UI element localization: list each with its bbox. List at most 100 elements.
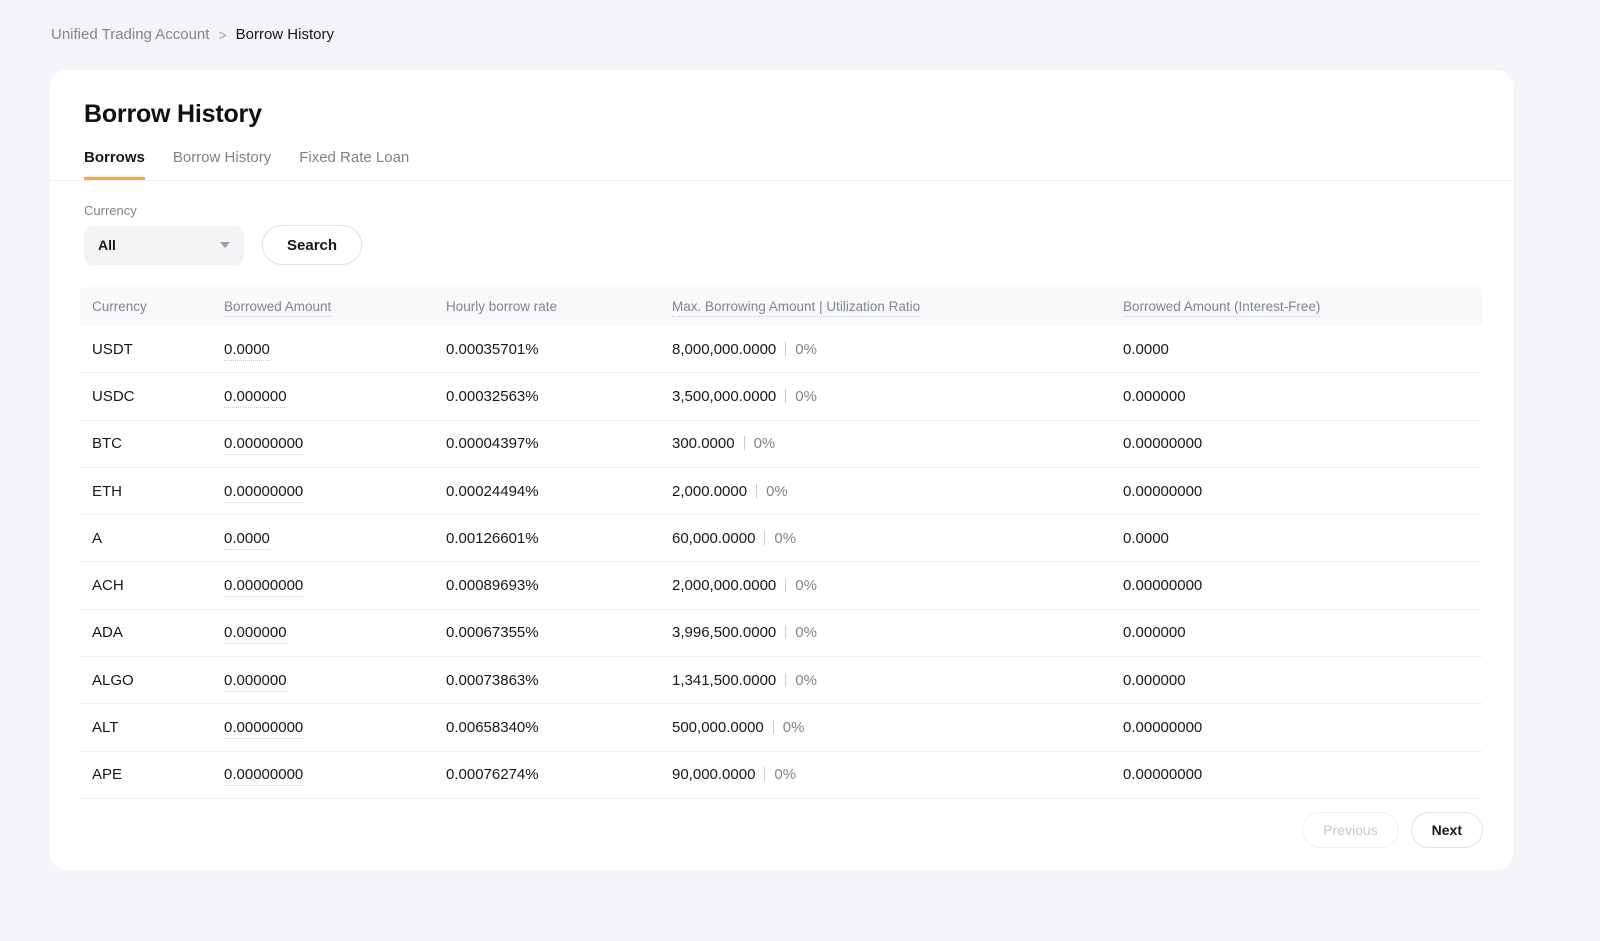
cell-max-borrowing-amount: 500,000.0000 0% [672, 719, 805, 737]
cell-interest-free-amount: 0.00000000 [1123, 435, 1203, 453]
page-title: Borrow History [84, 100, 262, 128]
divider [785, 341, 787, 356]
cell-borrowed-amount: 0.000000 [224, 671, 446, 692]
cell-max-borrowing-amount: 300.0000 0% [672, 435, 776, 453]
table-row: BTC 0.00000000 0.00004397% 300.0000 0% 0.0000… [80, 421, 1483, 468]
pagination: Previous Next [1302, 812, 1483, 848]
table-row: ALGO 0.000000 0.00073863% 1,341,500.0000 0% 0… [80, 657, 1483, 705]
cell-max-borrowing-amount: 2,000,000.0000 0% [672, 577, 817, 595]
utilization-ratio: 0% [795, 340, 817, 358]
table-row: APE 0.00000000 0.00076274% 90,000.0000 0% 0.0… [80, 752, 1483, 799]
divider [785, 388, 787, 403]
cell-interest-free-amount: 0.0000 [1123, 529, 1169, 547]
utilization-ratio: 0% [795, 624, 817, 642]
cell-borrowed-amount: 0.00000000 [224, 719, 446, 740]
column-header: Currency [92, 299, 147, 314]
divider [785, 625, 787, 640]
column-header: Borrowed Amount [224, 299, 446, 317]
column-header: Hourly borrow rate [446, 299, 558, 314]
utilization-ratio: 0% [795, 387, 817, 405]
divider [756, 483, 758, 498]
tab-borrows[interactable]: Borrows [84, 149, 145, 180]
cell-borrowed-amount: 0.00000000 [224, 435, 446, 456]
divider [743, 436, 745, 451]
utilization-ratio: 0% [753, 435, 776, 453]
tab-borrow-history[interactable]: Borrow History [172, 149, 272, 166]
breadcrumb-current: Borrow History [235, 26, 334, 43]
tab-fixed-rate-loan[interactable]: Fixed Rate Loan [299, 149, 410, 166]
chevron-down-icon [220, 242, 230, 248]
cell-currency: BTC [92, 435, 122, 453]
divider [772, 720, 774, 735]
cell-currency: USDT [92, 340, 133, 358]
divider [785, 578, 787, 593]
table-row: ADA 0.000000 0.00067355% 3,996,500.0000 0% 0.… [80, 610, 1483, 658]
cell-max-borrowing-amount: 3,996,500.0000 0% [672, 624, 817, 642]
breadcrumb-parent-link[interactable]: Unified Trading Account [51, 26, 210, 43]
cell-currency: ALT [92, 719, 119, 737]
cell-currency: APE [92, 766, 123, 784]
next-page-button[interactable]: Next [1410, 812, 1483, 848]
cell-hourly-borrow-rate: 0.00032563% [446, 387, 539, 405]
utilization-ratio: 0% [774, 529, 797, 547]
cell-interest-free-amount: 0.000000 [1123, 624, 1186, 642]
cell-hourly-borrow-rate: 0.00126601% [446, 529, 539, 547]
cell-interest-free-amount: 0.00000000 [1123, 482, 1203, 500]
search-button[interactable]: Search [262, 225, 363, 265]
table-header: Currency Borrowed Amount Hourly borrow rat… [80, 287, 1483, 326]
utilization-ratio: 0% [795, 577, 817, 595]
cell-borrowed-amount: 0.000000 [224, 624, 446, 645]
cell-hourly-borrow-rate: 0.00035701% [446, 340, 539, 358]
utilization-ratio: 0% [782, 719, 805, 737]
table-row: ACH 0.00000000 0.00089693% 2,000,000.0000 0%… [80, 562, 1483, 610]
divider [764, 767, 766, 782]
cell-currency: ADA [92, 624, 123, 642]
cell-interest-free-amount: 0.00000000 [1123, 766, 1203, 784]
cell-borrowed-amount: 0.00000000 [224, 577, 446, 598]
cell-borrowed-amount: 0.00000000 [224, 766, 446, 787]
cell-max-borrowing-amount: 2,000.0000 0% [672, 482, 788, 500]
utilization-ratio: 0% [795, 671, 817, 689]
table-row: USDT 0.0000 0.00035701% 8,000,000.0000 0% 0.0… [80, 326, 1483, 374]
table-row: A 0.0000 0.00126601% 60,000.0000 0% 0.0000 [80, 515, 1483, 563]
filters-section: Currency All Search [50, 181, 1513, 265]
cell-max-borrowing-amount: 90,000.0000 0% [672, 766, 797, 784]
cell-max-borrowing-amount: 8,000,000.0000 0% [672, 340, 817, 358]
cell-hourly-borrow-rate: 0.00004397% [446, 435, 539, 453]
utilization-ratio: 0% [774, 766, 797, 784]
table-row: ALT 0.00000000 0.00658340% 500,000.0000 0% 0.… [80, 704, 1483, 752]
breadcrumb: Unified Trading Account > Borrow History [0, 0, 1600, 43]
cell-interest-free-amount: 0.000000 [1123, 387, 1186, 405]
cell-currency: ALGO [92, 671, 134, 689]
cell-interest-free-amount: 0.00000000 [1123, 719, 1203, 737]
breadcrumb-separator-icon: > [218, 26, 227, 43]
divider [764, 530, 766, 545]
currency-filter-label: Currency [84, 203, 137, 218]
table-row: ETH 0.00000000 0.00024494% 2,000.0000 0% 0.00… [80, 468, 1483, 516]
table-body: USDT 0.0000 0.00035701% 8,000,000.0000 0% 0.0… [80, 326, 1483, 799]
cell-currency: A [92, 529, 103, 547]
column-header: Borrowed Amount (Interest-Free) [1123, 299, 1471, 317]
cell-hourly-borrow-rate: 0.00073863% [446, 671, 539, 689]
cell-borrowed-amount: 0.00000000 [224, 482, 446, 503]
cell-interest-free-amount: 0.00000000 [1123, 577, 1203, 595]
cell-currency: ETH [92, 482, 122, 500]
borrow-history-card: Borrow History Borrows Borrow History Fixe… [50, 70, 1513, 870]
cell-borrowed-amount: 0.000000 [224, 387, 446, 408]
cell-max-borrowing-amount: 3,500,000.0000 0% [672, 387, 817, 405]
cell-hourly-borrow-rate: 0.00089693% [446, 577, 539, 595]
cell-max-borrowing-amount: 1,341,500.0000 0% [672, 671, 817, 689]
cell-interest-free-amount: 0.000000 [1123, 671, 1186, 689]
cell-hourly-borrow-rate: 0.00024494% [446, 482, 539, 500]
column-header: Max. Borrowing Amount | Utilization Rati… [672, 299, 1123, 317]
cell-borrowed-amount: 0.0000 [224, 529, 446, 550]
cell-currency: USDC [92, 387, 135, 405]
cell-max-borrowing-amount: 60,000.0000 0% [672, 529, 797, 547]
cell-interest-free-amount: 0.0000 [1123, 340, 1169, 358]
previous-page-button[interactable]: Previous [1302, 812, 1399, 848]
cell-hourly-borrow-rate: 0.00076274% [446, 766, 539, 784]
table-header-row: Currency Borrowed Amount Hourly borrow rat… [80, 287, 1483, 326]
tab-bar: Borrows Borrow History Fixed Rate Loan [50, 149, 1513, 181]
currency-select[interactable]: All [84, 225, 244, 265]
currency-select-value: All [98, 237, 116, 253]
